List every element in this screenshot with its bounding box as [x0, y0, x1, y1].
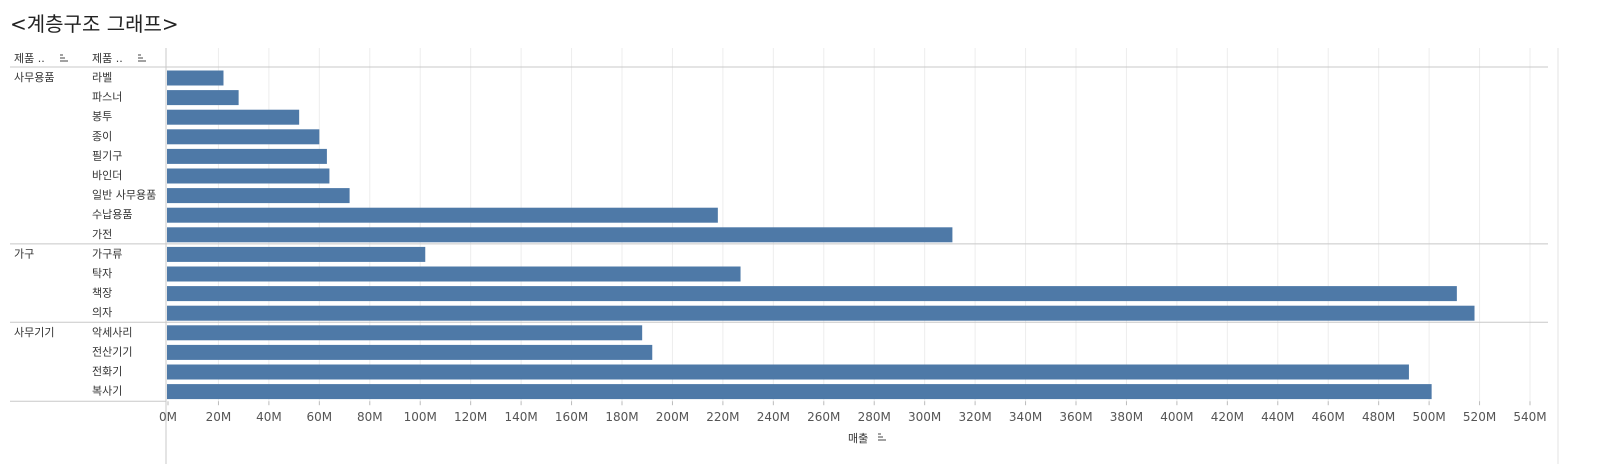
x-tick-label: 380M [1110, 410, 1143, 424]
x-tick-label: 520M [1463, 410, 1496, 424]
x-tick-label: 540M [1513, 410, 1546, 424]
header-subcategory[interactable]: 제품 .. [92, 52, 123, 65]
x-tick-label: 440M [1261, 410, 1294, 424]
x-tick-label: 200M [656, 410, 689, 424]
bar[interactable] [167, 325, 643, 341]
bar[interactable] [167, 168, 330, 184]
x-tick-label: 160M [555, 410, 588, 424]
row-label: 바인더 [92, 169, 122, 182]
bar[interactable] [167, 129, 320, 145]
sort-icon[interactable] [878, 433, 886, 441]
x-tick-label: 240M [757, 410, 790, 424]
group-label: 사무용품 [14, 71, 54, 84]
sort-icon[interactable] [60, 54, 68, 62]
x-tick-label: 100M [404, 410, 437, 424]
bar[interactable] [167, 90, 239, 106]
x-tick-label: 220M [706, 410, 739, 424]
x-tick-label: 0M [159, 410, 177, 424]
x-tick-label: 300M [908, 410, 941, 424]
row-label: 전화기 [92, 365, 122, 378]
bar[interactable] [167, 70, 224, 86]
row-label: 봉투 [92, 110, 112, 123]
x-tick-label: 500M [1412, 410, 1445, 424]
x-tick-label: 280M [858, 410, 891, 424]
bar[interactable] [167, 188, 350, 204]
bars [167, 70, 1475, 400]
row-label: 가전 [92, 228, 112, 241]
x-tick-label: 120M [454, 410, 487, 424]
x-tick-label: 480M [1362, 410, 1395, 424]
bar[interactable] [167, 286, 1457, 302]
gridlines [217, 48, 1531, 402]
group-label: 가구 [14, 247, 34, 260]
x-tick-label: 320M [958, 410, 991, 424]
row-label: 라벨 [92, 71, 112, 84]
x-tick-label: 40M [256, 410, 282, 424]
row-label: 종이 [92, 130, 112, 143]
group-label: 사무기기 [14, 326, 54, 339]
bar[interactable] [167, 109, 300, 125]
bar[interactable] [167, 305, 1475, 321]
bar[interactable] [167, 207, 718, 223]
row-label: 가구류 [92, 247, 122, 260]
x-tick-label: 180M [605, 410, 638, 424]
bar[interactable] [167, 246, 426, 262]
row-label: 파스너 [92, 91, 122, 104]
header-category[interactable]: 제품 .. [14, 52, 45, 65]
x-tick-label: 20M [206, 410, 232, 424]
row-label: 수납용품 [92, 208, 132, 221]
x-tick-label: 340M [1009, 410, 1042, 424]
x-tick-label: 420M [1211, 410, 1244, 424]
chart-frame [10, 48, 1548, 464]
bar[interactable] [167, 227, 953, 243]
row-label: 복사기 [92, 385, 122, 398]
row-label: 필기구 [92, 149, 122, 162]
x-tick-label: 260M [807, 410, 840, 424]
bar[interactable] [167, 384, 1432, 400]
row-label: 악세사리 [92, 326, 132, 339]
page-title: <계층구조 그래프> [10, 12, 179, 36]
bar[interactable] [167, 266, 741, 282]
x-tick-label: 360M [1059, 410, 1092, 424]
bar[interactable] [167, 364, 1409, 380]
x-tick-label: 60M [307, 410, 333, 424]
x-tick-label: 460M [1312, 410, 1345, 424]
row-label: 책장 [92, 287, 112, 300]
bar[interactable] [167, 344, 653, 360]
x-tick-label: 80M [357, 410, 383, 424]
row-label: 전산기기 [92, 345, 132, 358]
x-axis-title: 매출 [848, 432, 868, 445]
x-tick-label: 140M [504, 410, 537, 424]
x-axis-ticks: 0M 20M 40M 60M 80M 100M 120M 140M 160M 180M 200M 22… [159, 401, 1547, 424]
row-label: 탁자 [92, 267, 112, 280]
row-label: 의자 [92, 306, 112, 319]
sort-icon[interactable] [138, 54, 146, 62]
x-tick-label: 400M [1160, 410, 1193, 424]
bar[interactable] [167, 148, 327, 164]
row-label: 일반 사무용품 [92, 188, 156, 202]
